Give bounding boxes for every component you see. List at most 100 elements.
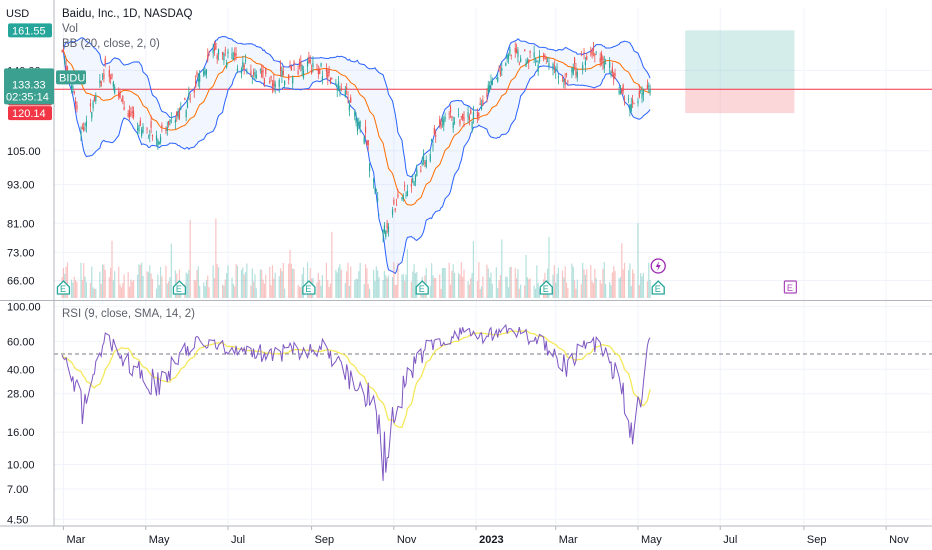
candle-body: [199, 75, 201, 82]
candle-body: [224, 50, 226, 51]
candle-body: [467, 112, 469, 118]
volume-bar: [385, 275, 387, 298]
volume-bar: [630, 286, 632, 298]
volume-bar: [101, 264, 104, 298]
time-tick-label: Mar: [66, 534, 85, 546]
candle-body: [331, 78, 333, 80]
volume-bar: [611, 272, 613, 298]
candle-body: [165, 129, 167, 131]
candle-body: [443, 118, 445, 126]
candle-body: [61, 50, 63, 52]
rsi-legend[interactable]: RSI (9, close, SMA, 14, 2): [62, 308, 195, 320]
volume-bar: [292, 268, 294, 298]
candle-body: [203, 70, 205, 76]
volume-bar: [414, 273, 417, 298]
volume-bar: [489, 277, 491, 298]
candle-body: [189, 98, 191, 100]
volume-bar: [261, 269, 263, 298]
volume-bar: [122, 282, 124, 298]
candle-body: [610, 71, 612, 74]
candle-body: [281, 69, 283, 77]
candle-body: [122, 95, 124, 102]
bollinger-legend[interactable]: BB (20, close, 2, 0): [62, 38, 160, 50]
volume-bar: [619, 277, 622, 298]
candle-body: [226, 62, 228, 68]
rsi-tick-label: 4.50: [7, 514, 28, 526]
volume-bar: [613, 266, 615, 298]
candle-body: [243, 64, 245, 70]
candle-body: [311, 69, 313, 74]
bb-fill: [62, 36, 651, 274]
volume-bar: [618, 278, 620, 298]
candle-body: [459, 119, 461, 125]
volume-bar: [561, 270, 564, 298]
volume-bar: [633, 273, 635, 298]
candle-body: [327, 71, 329, 79]
candle-body: [413, 182, 415, 186]
candle-body: [255, 74, 257, 79]
volume-bar: [244, 272, 247, 298]
candle-body: [178, 111, 181, 119]
candle-body: [386, 222, 388, 229]
candle-body: [567, 80, 569, 82]
volume-bar: [524, 285, 526, 298]
candle-body: [356, 124, 359, 132]
earnings-marker: [56, 280, 71, 295]
candle-body: [65, 65, 67, 72]
volume-bar: [255, 288, 257, 298]
volume-bar: [89, 282, 92, 298]
position-zones[interactable]: [54, 30, 932, 114]
candle-body: [141, 129, 143, 136]
symbol-title[interactable]: Baidu, Inc., 1D, NASDAQ: [62, 8, 193, 20]
candle-body: [468, 116, 470, 120]
candle-body: [421, 163, 423, 164]
volume-bar: [188, 269, 190, 298]
candle-body: [425, 159, 427, 167]
volume-bar: [348, 286, 350, 298]
volume-legend[interactable]: Vol: [62, 23, 78, 35]
volume-bar: [347, 262, 349, 298]
volume-bar: [302, 267, 305, 298]
volume-bar: [536, 265, 538, 298]
candle-body: [542, 55, 545, 58]
candle-body: [80, 131, 82, 135]
candle-body: [161, 124, 163, 128]
volume-bar: [394, 284, 396, 298]
candle-body: [232, 58, 234, 60]
candle-body: [321, 76, 323, 81]
volume-bar: [646, 281, 649, 298]
candle-body: [355, 118, 357, 124]
volume-bar: [110, 267, 112, 298]
candle-body: [505, 63, 507, 66]
candle-body: [137, 128, 139, 130]
volume-bar: [66, 262, 69, 298]
candle-body: [118, 91, 120, 98]
volume-bar: [599, 280, 601, 298]
volume-bar: [359, 262, 361, 298]
earnings-marker: [172, 280, 187, 295]
volume-bar: [235, 263, 237, 298]
volume-bar: [199, 285, 201, 298]
candle-body: [235, 53, 237, 56]
candle-body: [499, 72, 502, 75]
candle-body: [340, 88, 342, 91]
countdown-tag: 02:35:14: [6, 91, 49, 103]
candle-body: [119, 92, 121, 99]
volume-bar: [150, 273, 152, 298]
volume-bar: [138, 264, 140, 298]
candle-body: [66, 67, 69, 70]
volume-bar: [250, 285, 252, 298]
candle-body: [64, 60, 66, 65]
volume-bar: [432, 275, 434, 298]
volume-bar: [622, 269, 624, 298]
volume-bar: [246, 263, 248, 298]
candle-body: [414, 175, 417, 182]
volume-bar: [393, 262, 395, 298]
volume-bar: [189, 219, 191, 298]
volume-bar: [629, 263, 631, 298]
volume-bar: [197, 266, 199, 298]
candle-body: [112, 82, 114, 87]
volume-bar: [499, 275, 502, 298]
